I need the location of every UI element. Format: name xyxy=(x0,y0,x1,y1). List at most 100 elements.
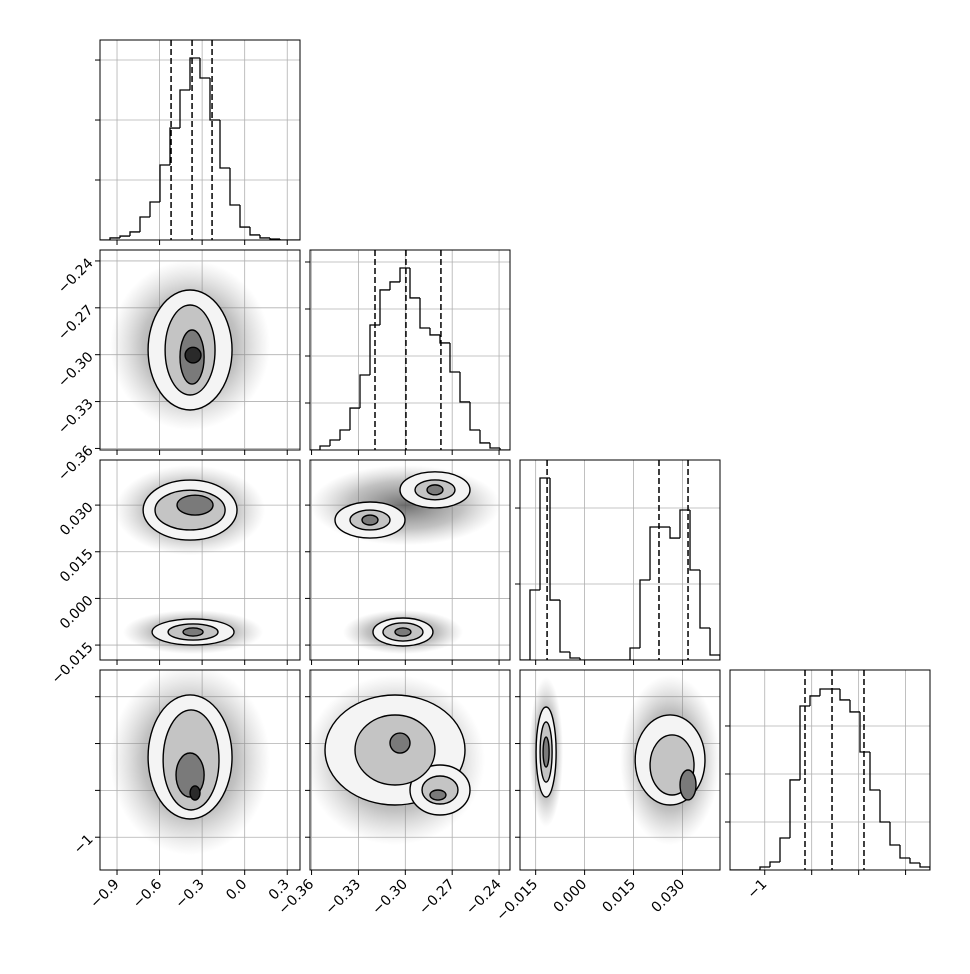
contour-level xyxy=(679,769,697,801)
contour-level xyxy=(426,484,444,496)
hist-bin xyxy=(819,688,830,696)
hist-bin xyxy=(159,164,170,202)
panel: −0.36−0.33−0.30−0.27−0.24 xyxy=(276,669,511,918)
hist-bin xyxy=(499,448,510,450)
panel xyxy=(305,459,511,665)
hist-bin xyxy=(889,821,900,846)
x-tick-label: −0.9 xyxy=(87,876,122,911)
y-tick-label: −1 xyxy=(71,832,97,858)
plot-area xyxy=(310,670,510,870)
panel-frame xyxy=(309,459,511,661)
hist-bin xyxy=(769,861,780,868)
panel-frame xyxy=(309,249,511,451)
hist-bin xyxy=(649,526,660,580)
hist-bin xyxy=(409,267,420,299)
hist-bin xyxy=(189,57,200,91)
hist-bin xyxy=(479,430,490,444)
hist-bin xyxy=(839,689,850,701)
plot-area xyxy=(310,250,510,450)
y-tick-label: 0.030 xyxy=(57,499,97,539)
hist-bin xyxy=(139,216,150,232)
hist-bin xyxy=(279,239,290,240)
hist-bin xyxy=(529,589,540,660)
panel xyxy=(515,459,721,665)
x-tick-label: −0.27 xyxy=(416,876,458,918)
hist-bin xyxy=(579,658,591,660)
y-tick-label: −0.27 xyxy=(55,302,97,344)
plot-area xyxy=(100,670,300,870)
panel-frame xyxy=(309,669,511,871)
panel: −0.36−0.33−0.30−0.27−0.24 xyxy=(55,249,301,485)
hist-bin xyxy=(229,168,240,206)
x-tick-label: 0.000 xyxy=(551,876,591,916)
hist-bin xyxy=(899,845,910,859)
hist-bin xyxy=(209,78,220,121)
hist-bin xyxy=(639,579,651,648)
hist-bin xyxy=(389,281,400,290)
hist-bin xyxy=(669,527,680,539)
y-tick-label: −0.33 xyxy=(55,396,97,438)
hist-bin xyxy=(259,234,270,239)
panel-frame xyxy=(729,669,931,871)
hist-bin xyxy=(169,127,180,166)
contour-level xyxy=(542,736,550,768)
hist-bin xyxy=(119,235,130,238)
panel: −1 xyxy=(725,669,931,902)
panel xyxy=(95,39,301,245)
y-tick-label: −0.24 xyxy=(55,255,97,297)
panel-frame xyxy=(99,459,301,661)
sample-cloud xyxy=(310,464,501,546)
y-tick-label: 0.015 xyxy=(57,546,97,586)
hist-bin xyxy=(919,862,930,870)
hist-bin xyxy=(549,478,560,601)
panel xyxy=(305,249,511,455)
x-tick-label: 0.0 xyxy=(223,876,250,903)
hist-bin xyxy=(339,429,350,441)
x-tick-label: −0.6 xyxy=(130,876,165,911)
hist-bin xyxy=(799,705,810,780)
hist-bin xyxy=(129,231,140,237)
panel-frame xyxy=(99,249,301,451)
hist-bin xyxy=(269,237,280,240)
hist-bin xyxy=(909,857,920,864)
hist-bin xyxy=(809,695,820,707)
hist-bin xyxy=(449,342,460,373)
hist-bin xyxy=(489,442,500,449)
hist-bin xyxy=(469,401,480,431)
hist-bin xyxy=(429,328,440,336)
contour-level xyxy=(184,346,202,364)
contour-level xyxy=(189,785,201,801)
contour-level xyxy=(394,627,412,637)
y-tick-label: −0.015 xyxy=(49,639,97,687)
hist-bin xyxy=(559,600,570,653)
panel: −0.9 −0.6 −0.3 0.0 0.3−1 xyxy=(71,669,301,912)
panel-frame xyxy=(99,669,301,871)
contour-level xyxy=(182,627,204,637)
plot-area xyxy=(100,40,300,240)
plot-area xyxy=(520,670,720,870)
hist-bin xyxy=(249,227,260,236)
y-tick-label: −0.36 xyxy=(55,443,97,485)
hist-bin xyxy=(329,439,340,447)
hist-bin xyxy=(219,120,230,169)
hist-bin xyxy=(709,628,720,660)
hist-bin xyxy=(629,647,640,660)
plot-area xyxy=(310,460,510,660)
hist-bin xyxy=(319,445,330,450)
x-tick-label: −1 xyxy=(744,876,770,902)
hist-bin xyxy=(869,751,880,791)
hist-bin xyxy=(419,297,430,329)
hist-bin xyxy=(349,407,360,431)
hist-bin xyxy=(539,477,551,591)
hist-bin xyxy=(179,89,190,129)
hist-bin xyxy=(239,204,250,228)
hist-bin xyxy=(689,510,700,571)
x-tick-label: 0.015 xyxy=(600,876,640,916)
plot-area xyxy=(730,670,930,870)
plot-area xyxy=(520,460,720,660)
hist-bin xyxy=(879,790,890,823)
hist-bin xyxy=(359,374,370,409)
hist-bin xyxy=(569,652,580,659)
